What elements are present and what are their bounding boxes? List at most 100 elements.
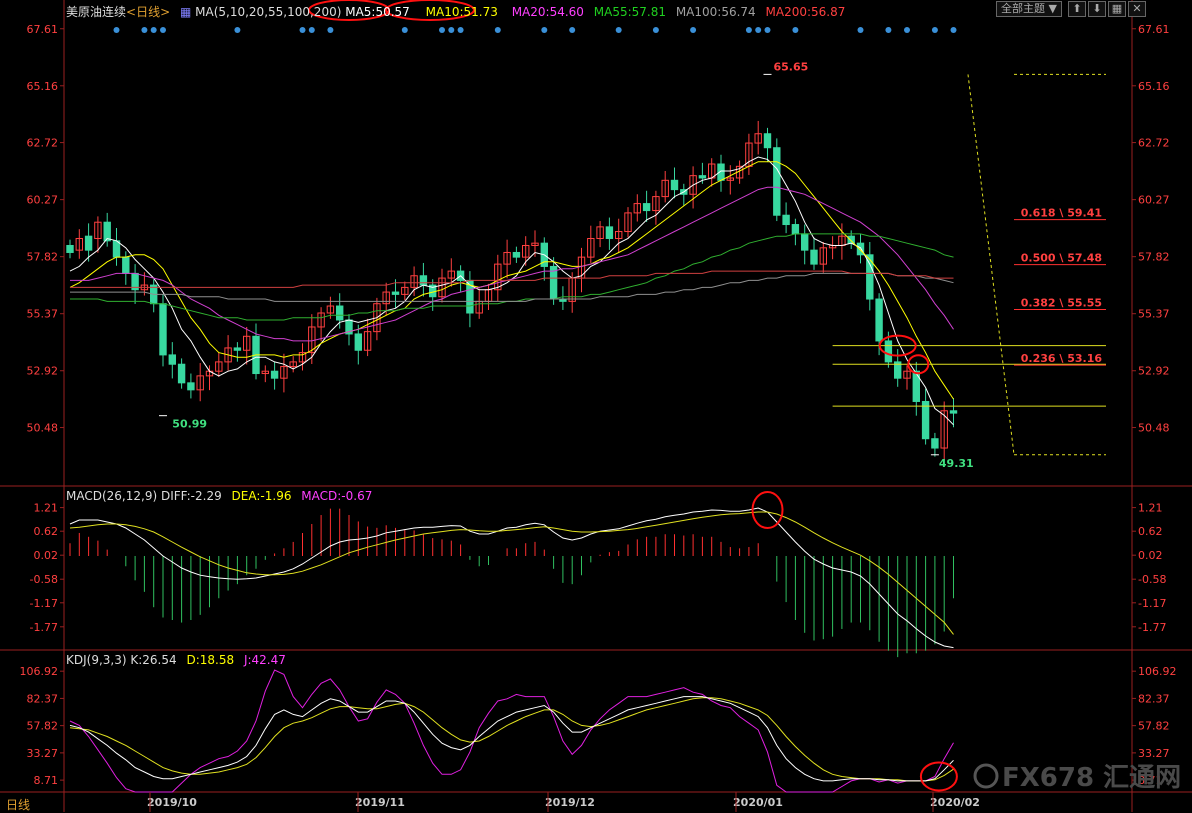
candle (373, 303, 381, 333)
grid-icon[interactable]: ▦ (1108, 1, 1126, 17)
y-tick-label: 57.82 (1138, 251, 1170, 264)
y-tick-label: 0.02 (1138, 549, 1163, 562)
low-label: 50.99 (172, 418, 207, 431)
down-arrow-icon[interactable]: ⬇ (1088, 1, 1106, 17)
x-tick-label: 2020/02 (930, 796, 980, 809)
candle (112, 240, 121, 258)
fib-level-label: 0.382 \ 55.55 (1021, 297, 1102, 310)
candle (819, 247, 827, 265)
candle (615, 231, 623, 240)
candle (522, 244, 530, 258)
signal-dot (792, 27, 799, 33)
candle (159, 303, 167, 356)
ma-params: MA(5,10,20,55,100,200) (195, 5, 342, 19)
y-tick-label: 0.62 (34, 525, 59, 538)
macd-value: MACD:-0.67 (301, 489, 373, 503)
candle (215, 361, 223, 372)
ma100-value: MA100:56.74 (675, 5, 756, 19)
y-tick-label: 1.21 (1138, 502, 1163, 515)
macd-diff: DIFF:-2.29 (160, 489, 222, 503)
candle (243, 335, 251, 351)
candle (317, 312, 325, 328)
y-tick-label: 33.27 (27, 747, 59, 760)
candle (363, 331, 372, 351)
signal-dot (541, 27, 548, 33)
ma20-line (70, 186, 954, 342)
period-label[interactable]: 日线 (6, 798, 31, 812)
signal-dot (764, 27, 771, 33)
ma100-line (70, 272, 954, 302)
indicator-icon: ▦ (179, 5, 192, 19)
candle (270, 370, 279, 379)
candle (187, 382, 195, 391)
candle (289, 361, 297, 368)
candle (233, 347, 242, 351)
candle (633, 203, 641, 214)
kdj-panel[interactable] (69, 669, 958, 793)
y-tick-label: 8.71 (1138, 774, 1163, 787)
candle (224, 347, 232, 363)
signal-dot (857, 27, 864, 33)
candle (810, 249, 818, 265)
fib-level-label: 0.618 \ 59.41 (1021, 207, 1102, 220)
candle (801, 233, 809, 251)
candle (884, 340, 893, 363)
y-tick-label: 57.82 (27, 720, 59, 733)
candle (763, 133, 772, 149)
y-tick-label: 67.61 (1138, 23, 1170, 36)
macd-panel[interactable] (69, 491, 954, 658)
highlight-ellipse (385, 0, 475, 21)
y-tick-label: 50.48 (1138, 422, 1170, 435)
y-tick-label: 60.27 (27, 194, 59, 207)
signal-dot (950, 27, 957, 33)
candle (122, 256, 130, 274)
signal-dot (113, 27, 120, 33)
signal-dot (690, 27, 697, 33)
kdj-j: J:42.47 (243, 653, 286, 667)
ma200-value: MA200:56.87 (765, 5, 846, 19)
candle (84, 235, 93, 251)
kdj-k: K:26.54 (130, 653, 177, 667)
signal-dot (615, 27, 622, 33)
close-icon[interactable]: ✕ (1128, 1, 1146, 17)
signal-dot (755, 27, 762, 33)
price-panel[interactable]: 0.618 \ 59.41 0.500 \ 57.48 0.382 \ 55.55 0… (66, 0, 1106, 470)
ma55-line (70, 233, 954, 321)
symbol-name: 美原油连续 (66, 5, 127, 19)
candle (931, 438, 939, 449)
candle (336, 305, 344, 321)
kdj-k-line (69, 696, 954, 782)
highlight-ellipse (907, 354, 930, 375)
ma10-line (69, 161, 954, 400)
candle (754, 133, 762, 144)
macd-header: MACD(26,12,9) DIFF:-2.29 DEA:-1.96 MACD:… (66, 489, 372, 503)
axes: 67.61 67.61 65.16 65.16 62.72 62.72 60.27 60.27… (20, 23, 1177, 812)
candle (401, 286, 409, 295)
y-tick-label: -0.58 (30, 573, 58, 586)
y-tick-label: 106.92 (20, 665, 59, 678)
candle (94, 221, 102, 240)
candle (866, 254, 874, 300)
candle (949, 410, 958, 414)
signal-dot (569, 27, 576, 33)
signal-dot (745, 27, 752, 33)
y-tick-label: 60.27 (1138, 194, 1170, 207)
y-tick-label: 33.27 (1138, 747, 1170, 760)
candle (280, 366, 288, 379)
macd-dea: DEA:-1.96 (231, 489, 292, 503)
up-arrow-icon[interactable]: ⬆ (1068, 1, 1086, 17)
candle (912, 370, 920, 402)
highlight-ellipse (308, 0, 390, 21)
x-tick-label: 2020/01 (733, 796, 783, 809)
macd-params: MACD(26,12,9) (66, 489, 158, 503)
ma55-value: MA55:57.81 (593, 5, 666, 19)
kdj-d: D:18.58 (186, 653, 235, 667)
y-tick-label: -1.17 (30, 597, 58, 610)
highlight-ellipse (919, 761, 958, 792)
signal-dot (904, 27, 910, 33)
y-tick-label: 0.02 (34, 549, 59, 562)
theme-button[interactable]: 全部主题 ▼ (996, 1, 1062, 17)
candle (298, 352, 307, 363)
